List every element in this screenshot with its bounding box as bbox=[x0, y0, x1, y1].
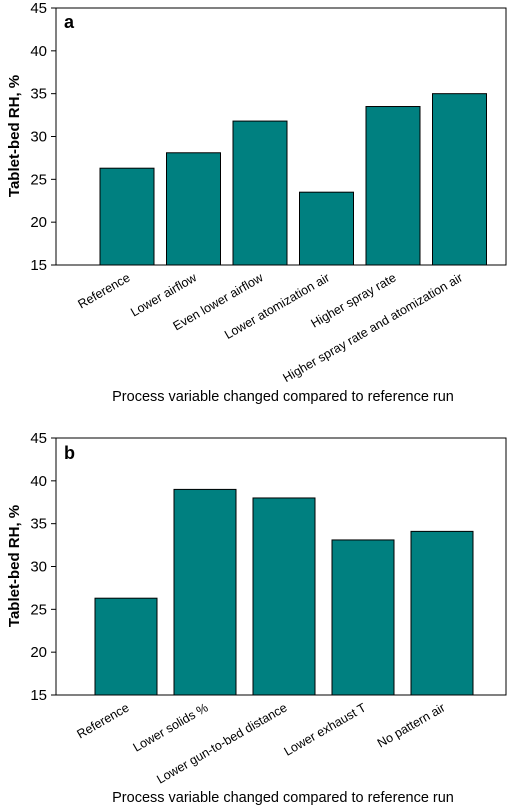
y-tick-label-a-4: 35 bbox=[30, 86, 47, 103]
y-tick-label-a-2: 25 bbox=[30, 171, 47, 188]
bar-b-3 bbox=[331, 539, 395, 696]
y-ticks-a: 15 20 25 30 35 40 45 bbox=[30, 0, 56, 274]
y-tick-label-b-0: 15 bbox=[30, 687, 47, 704]
bar-a-5 bbox=[432, 93, 487, 266]
panel-label-a: a bbox=[64, 12, 75, 32]
y-ticks-b: 15 20 25 30 35 40 45 bbox=[30, 430, 56, 704]
x-axis-label-b: Process variable changed compared to ref… bbox=[112, 790, 454, 806]
y-tick-label-b-6: 45 bbox=[30, 430, 47, 447]
y-axis-label-b: Tablet-bed RH, % bbox=[6, 505, 23, 627]
bar-a-2 bbox=[232, 120, 288, 266]
y-tick-label-b-5: 40 bbox=[30, 473, 47, 490]
bar-a-1 bbox=[166, 152, 221, 266]
category-label-b-2: Lower gun-to-bed distance bbox=[154, 700, 289, 786]
category-label-b-0: Reference bbox=[75, 700, 132, 741]
chart-b: b Tablet-bed RH, % Process variable chan… bbox=[6, 430, 507, 806]
bar-a-4 bbox=[365, 106, 421, 266]
y-axis-label-a: Tablet-bed RH, % bbox=[6, 75, 23, 197]
chart-a: a Tablet-bed RH, % Process variable chan… bbox=[6, 0, 507, 405]
y-tick-label-a-6: 45 bbox=[30, 0, 47, 17]
y-tick-label-b-2: 25 bbox=[30, 601, 47, 618]
y-tick-label-a-3: 30 bbox=[30, 129, 47, 146]
category-labels-b: Reference Lower solids %Lower gun-to-bed … bbox=[75, 700, 448, 786]
y-tick-label-a-5: 40 bbox=[30, 43, 47, 60]
category-label-b-4: No pattern air bbox=[375, 700, 448, 750]
y-tick-label-a-0: 15 bbox=[30, 257, 47, 274]
category-label-b-3: Lower exhaust T bbox=[282, 700, 369, 758]
y-tick-label-b-4: 35 bbox=[30, 516, 47, 533]
bars-b bbox=[94, 488, 474, 696]
bar-a-3 bbox=[299, 191, 354, 266]
category-label-a-0: Reference bbox=[76, 270, 133, 311]
bar-b-4 bbox=[410, 530, 474, 696]
bar-a-0 bbox=[99, 167, 155, 266]
bars-a bbox=[99, 93, 487, 266]
y-tick-label-a-1: 20 bbox=[30, 214, 47, 231]
x-axis-label-a: Process variable changed compared to ref… bbox=[112, 389, 454, 405]
bar-b-0 bbox=[94, 597, 158, 696]
category-label-b-1: Lower solids % bbox=[131, 700, 211, 754]
bar-b-2 bbox=[252, 497, 316, 696]
panel-label-b: b bbox=[64, 443, 75, 463]
y-tick-label-b-1: 20 bbox=[30, 644, 47, 661]
bar-b-1 bbox=[173, 488, 237, 696]
y-tick-label-b-3: 30 bbox=[30, 559, 47, 576]
